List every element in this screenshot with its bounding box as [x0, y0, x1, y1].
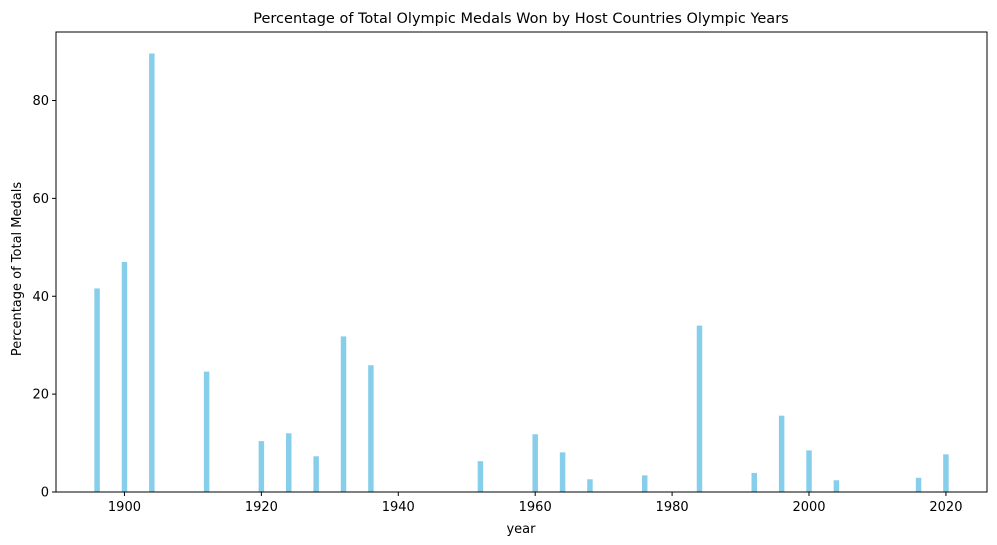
- bar-1976: [641, 475, 648, 492]
- y-tick-label: 60: [32, 192, 49, 207]
- x-tick-label: 2020: [929, 500, 962, 515]
- bar-1964: [559, 452, 566, 492]
- bar-1896: [94, 288, 100, 492]
- x-tick-label: 1980: [656, 500, 689, 515]
- x-tick-label: 1940: [382, 500, 415, 515]
- bar-1904: [149, 53, 155, 492]
- bar-1996: [778, 415, 785, 492]
- bar-2020: [943, 454, 949, 492]
- bar-1936: [368, 365, 374, 492]
- chart-title: Percentage of Total Olympic Medals Won b…: [253, 11, 788, 27]
- x-axis-ticks: 1900 1920 1940 1960 1980 2000 2020: [108, 492, 962, 515]
- bar-2016: [915, 477, 922, 492]
- bar-1984: [696, 325, 703, 492]
- bar-1920: [258, 441, 265, 492]
- y-tick-label: 20: [32, 388, 49, 403]
- y-tick-label: 0: [41, 486, 49, 501]
- x-tick-label: 1900: [108, 500, 141, 515]
- x-tick-label: 1960: [519, 500, 552, 515]
- y-tick-label: 80: [32, 94, 49, 109]
- bar-2000: [806, 450, 812, 492]
- x-axis-title: year: [506, 522, 536, 537]
- x-tick-label: 2000: [792, 500, 825, 515]
- x-tick-label: 1920: [245, 500, 278, 515]
- y-axis-title: Percentage of Total Medals: [10, 182, 25, 356]
- y-axis-ticks: 0 20 40 60 80: [32, 94, 56, 501]
- bar-1968: [587, 479, 593, 492]
- bars: [94, 53, 949, 492]
- bar-1924: [286, 433, 292, 492]
- bar-2004: [833, 480, 840, 492]
- plot-frame: [55, 31, 988, 493]
- bar-1952: [477, 461, 484, 492]
- y-tick-label: 40: [32, 290, 49, 305]
- bar-1912: [203, 371, 210, 492]
- bar-1960: [532, 434, 538, 492]
- bar-1928: [313, 456, 319, 492]
- bar-1900: [121, 262, 128, 492]
- bar-1932: [340, 336, 347, 492]
- bar-1992: [751, 472, 757, 492]
